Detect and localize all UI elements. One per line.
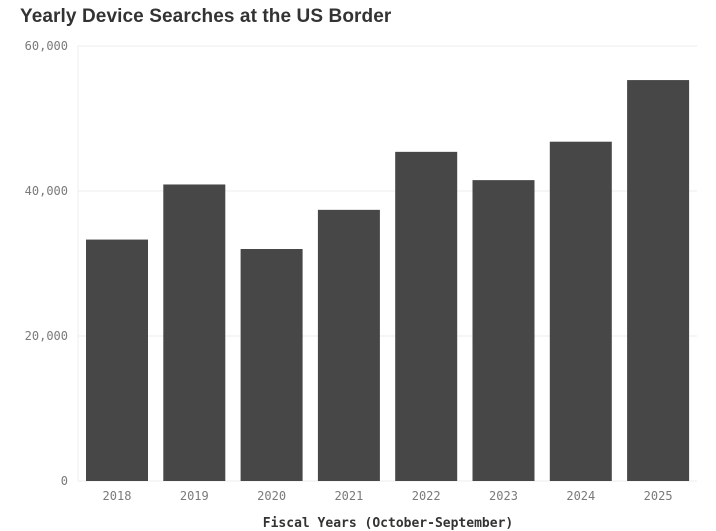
x-tick-label: 2021	[334, 489, 363, 503]
x-tick-label: 2022	[412, 489, 441, 503]
x-axis-label: Fiscal Years (October-September)	[263, 516, 513, 531]
bar-2023	[472, 180, 535, 481]
bar-2018	[86, 239, 148, 481]
y-tick-label: 20,000	[25, 329, 68, 343]
x-tick-label: 2019	[180, 489, 209, 503]
x-tick-label: 2023	[489, 489, 518, 503]
bar-2022	[395, 151, 458, 481]
x-tick-label: 2025	[644, 489, 673, 503]
y-tick-label: 0	[61, 474, 68, 488]
x-axis-ticks: 2018 2019 2020 2021 2022 2023 2024 2025	[103, 489, 673, 503]
bar-2020	[240, 249, 303, 481]
bars	[86, 80, 690, 481]
x-tick-label: 2020	[257, 489, 286, 503]
bar-2021	[317, 209, 380, 481]
chart-title: Yearly Device Searches at the US Border	[20, 6, 392, 27]
y-axis-ticks: 0 20,000 40,000 60,000	[25, 39, 68, 488]
x-tick-label: 2018	[103, 489, 132, 503]
bar-2024	[549, 141, 612, 481]
bar-2025	[627, 80, 690, 481]
x-tick-label: 2024	[566, 489, 595, 503]
y-tick-label: 40,000	[25, 184, 68, 198]
bar-2019	[163, 184, 226, 481]
y-tick-label: 60,000	[25, 39, 68, 53]
